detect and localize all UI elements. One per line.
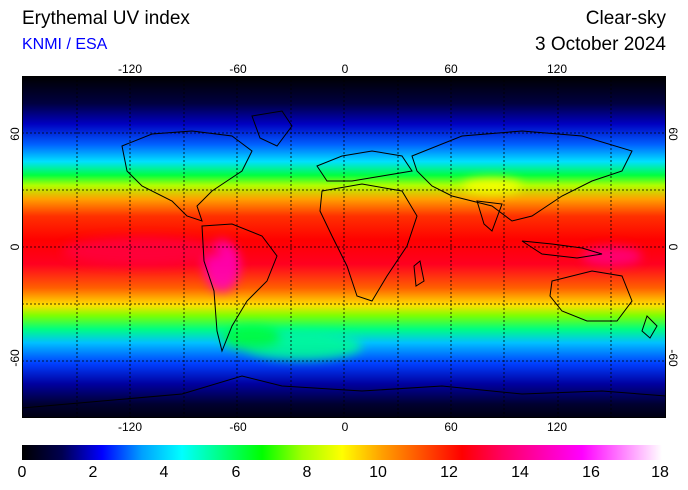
uv-index-map: [22, 76, 666, 418]
uv-colorbar: [22, 445, 662, 460]
lon-tick-top: -60: [229, 62, 247, 76]
lon-tick-bottom: -120: [117, 420, 143, 434]
map-title: Erythemal UV index: [22, 8, 190, 29]
colorbar-label: 0: [17, 464, 27, 481]
colorbar-label: 2: [88, 464, 98, 481]
map-date: 3 October 2024: [535, 34, 666, 55]
lat-tick-right: 60: [666, 127, 680, 141]
lat-tick-right: 0: [666, 243, 680, 251]
colorbar-label: 10: [369, 464, 387, 481]
colorbar-label: 14: [511, 464, 529, 481]
lon-tick-bottom: 60: [444, 420, 458, 434]
lon-tick-top: 0: [341, 62, 349, 76]
colorbar-label: 18: [651, 464, 669, 481]
lon-tick-top: 60: [444, 62, 458, 76]
colorbar-label: 12: [440, 464, 458, 481]
product-type: Clear-sky: [585, 8, 666, 29]
lat-tick-left: 60: [8, 127, 22, 141]
lon-tick-top: -120: [117, 62, 143, 76]
lon-tick-bottom: -60: [229, 420, 247, 434]
lon-tick-top: 120: [546, 62, 568, 76]
colorbar-label: 6: [231, 464, 241, 481]
lon-tick-bottom: 120: [546, 420, 568, 434]
credit-label: KNMI / ESA: [22, 36, 108, 53]
colorbar-label: 8: [302, 464, 312, 481]
lat-tick-right: -60: [666, 349, 680, 367]
colorbar-label: 4: [159, 464, 169, 481]
lon-tick-bottom: 0: [341, 420, 349, 434]
lat-tick-left: -60: [8, 349, 22, 367]
lat-tick-left: 0: [8, 243, 22, 251]
colorbar-label: 16: [582, 464, 600, 481]
